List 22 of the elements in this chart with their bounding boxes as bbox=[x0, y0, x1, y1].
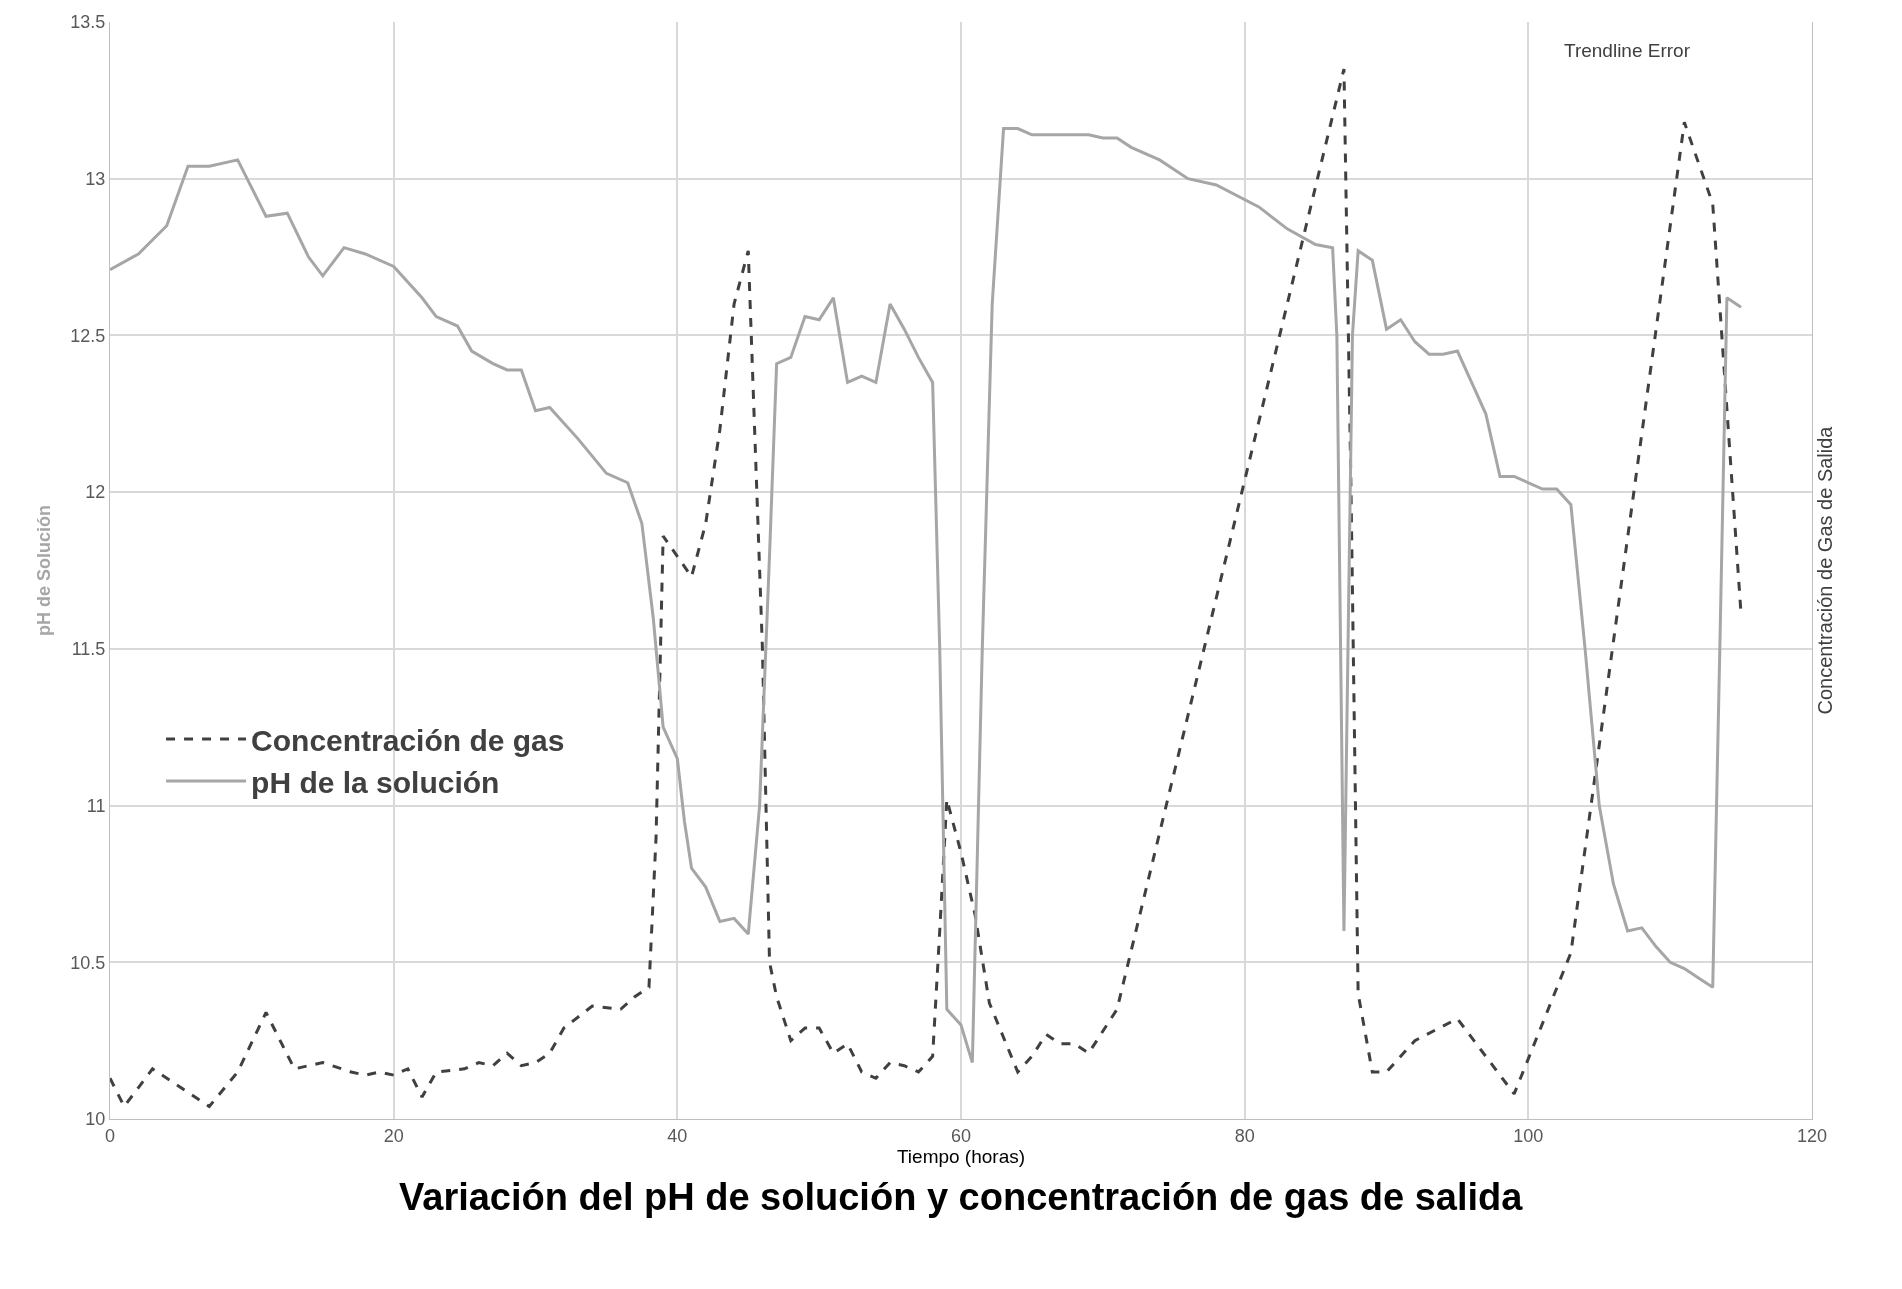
x-axis-title: Tiempo (horas) bbox=[896, 1145, 1026, 1167]
legend-label: pH de la solución bbox=[251, 765, 500, 799]
y-tick-label: 12.5 bbox=[70, 325, 106, 346]
text: Variación del pH de solución y concentración de gas de salida bbox=[399, 1176, 1524, 1218]
x-tick-label: 40 bbox=[667, 1125, 688, 1146]
x-tick-label: 60 bbox=[950, 1125, 972, 1146]
y-tick-label: 10.5 bbox=[70, 952, 106, 973]
y2-axis-title: Concentración de Gas de Salida bbox=[1813, 425, 1836, 715]
y-tick-label: 13 bbox=[85, 169, 106, 190]
y-tick-label: 10 bbox=[85, 1109, 106, 1130]
legend-label: Concentración de gas bbox=[251, 723, 565, 757]
x-tick-label: 80 bbox=[1234, 1125, 1255, 1146]
y-tick-label: 12 bbox=[85, 482, 106, 503]
y-tick-label: 11.5 bbox=[71, 639, 106, 660]
y-axis-title: pH de Solución bbox=[33, 504, 54, 637]
annotation: Trendline Error bbox=[1564, 40, 1691, 61]
x-tick-label: 0 bbox=[104, 1125, 116, 1146]
y-tick-label: 11 bbox=[86, 795, 106, 816]
x-tick-label: 100 bbox=[1513, 1125, 1544, 1146]
x-tick-label: 120 bbox=[1796, 1125, 1828, 1146]
y-tick-label: 13.5 bbox=[70, 12, 106, 33]
x-tick-label: 20 bbox=[383, 1125, 404, 1146]
